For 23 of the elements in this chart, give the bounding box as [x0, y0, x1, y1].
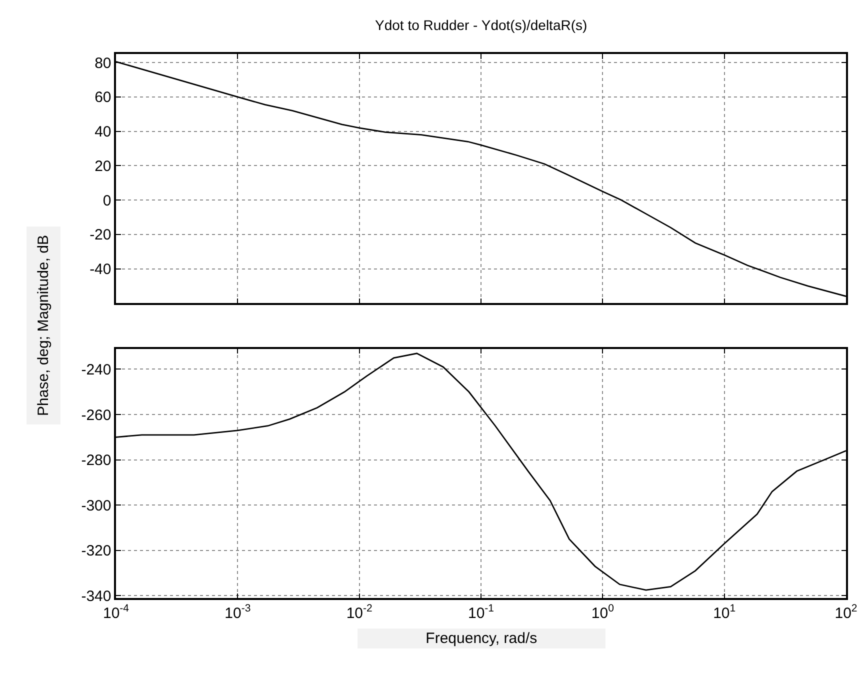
x-tick-label: 10$^{2}$ — [834, 602, 858, 622]
y-tick-label: 60 — [94, 89, 112, 106]
y-tick-label: 0 — [102, 192, 112, 210]
x-tick-label: 10$^{0}$ — [591, 602, 614, 622]
x-axis-title: Frequency, rad/s — [359, 630, 604, 647]
y-tick-label: -20 — [90, 226, 112, 244]
y-tick-label: 80 — [94, 54, 112, 72]
y-tick-label: -300 — [81, 497, 112, 514]
y-tick-label: -240 — [81, 361, 112, 378]
x-tick-label: 10$^{-1}$ — [468, 602, 494, 622]
y-tick-label: -260 — [81, 406, 112, 424]
y-tick-label: -340 — [81, 588, 112, 605]
chart-title: Ydot to Rudder - Ydot(s)/deltaR(s) — [375, 17, 588, 33]
y-tick-label: -280 — [81, 452, 112, 470]
x-tick-label: 10$^{-4}$ — [102, 602, 130, 622]
x-tick-label: 10$^{-2}$ — [346, 602, 372, 622]
x-tick-label: 10$^{1}$ — [713, 602, 736, 622]
y-tick-label: 40 — [94, 124, 112, 141]
y-axis-title: Phase, deg; Magnitude, dB — [35, 235, 52, 416]
y-tick-label: 20 — [94, 158, 112, 175]
x-tick-label: 10$^{-3}$ — [224, 602, 251, 622]
y-tick-label: -320 — [81, 542, 112, 560]
y-tick-label: -40 — [90, 261, 112, 278]
